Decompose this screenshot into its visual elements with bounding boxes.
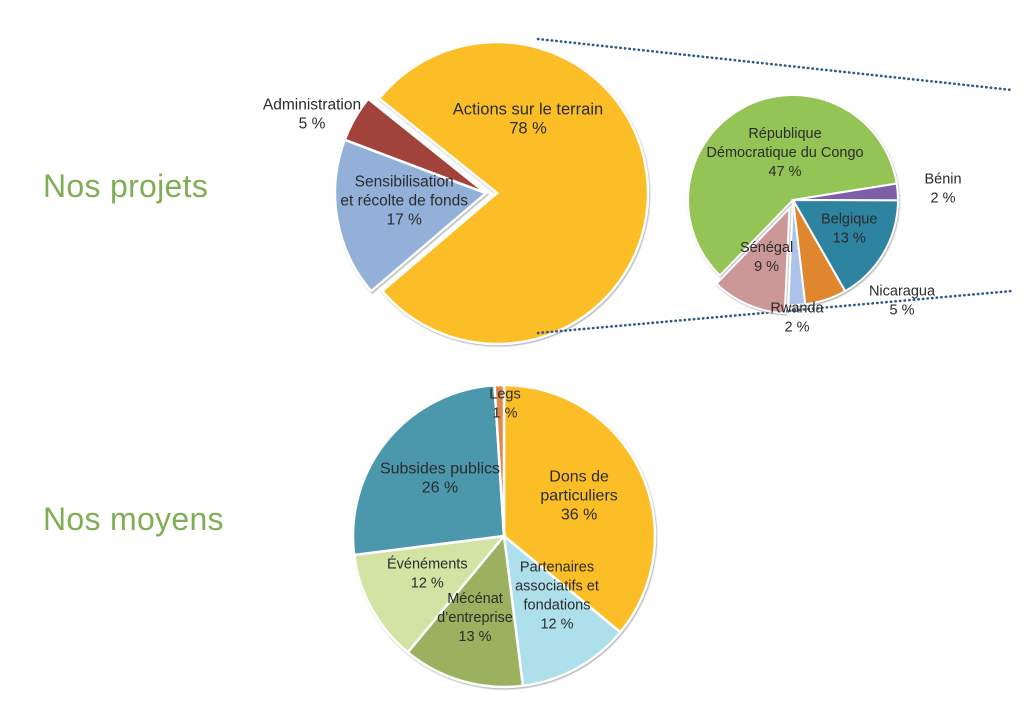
svg-text:Rwanda2 %: Rwanda 2 %	[770, 301, 824, 336]
svg-text:Administration5 %: Administration 5 %	[263, 97, 361, 133]
svg-text:Bénin2 %: Bénin 2 %	[924, 172, 961, 207]
svg-text:Nicaragua5 %: Nicaragua 5 %	[869, 284, 936, 319]
